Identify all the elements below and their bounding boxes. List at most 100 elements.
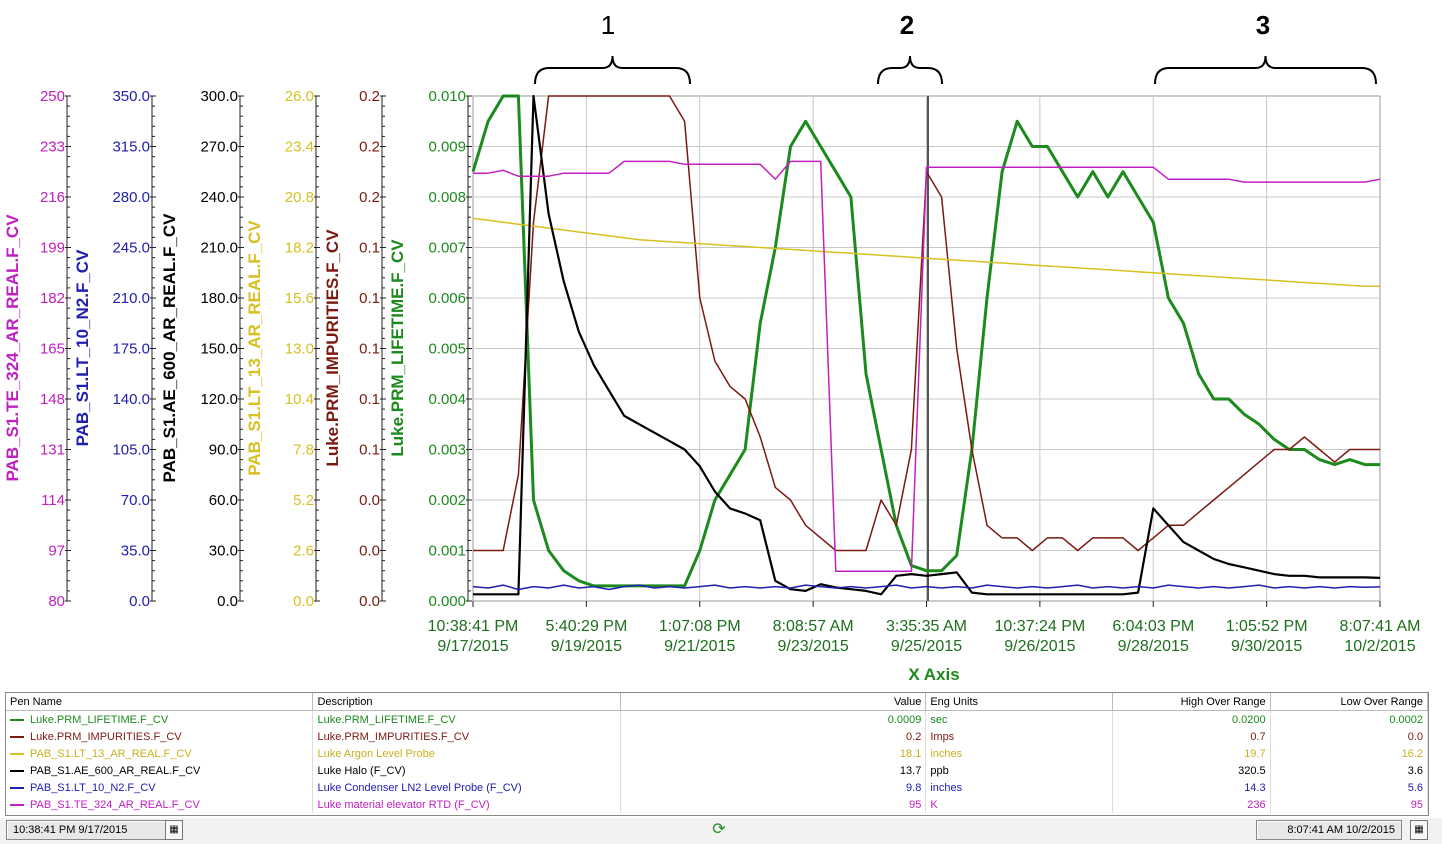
y-tick-label: 0.000 [428, 593, 466, 610]
legend-value-text: 95 [909, 798, 922, 811]
legend-eng-units-text: inches [930, 747, 963, 760]
legend-value-text: 18.1 [899, 747, 922, 760]
y-tick-label: 35.0 [121, 543, 150, 560]
pen-color-swatch [10, 769, 24, 772]
x-tick-date: 9/25/2015 [891, 638, 962, 655]
y-tick-label: 0.1 [359, 442, 380, 459]
y-tick-label: 70.0 [121, 492, 150, 509]
legend-pen-name: PAB_S1.AE_600_AR_REAL.F_CV [6, 762, 314, 779]
y-tick-label: 18.2 [285, 240, 314, 257]
legend-eng-units: sec [925, 710, 1114, 728]
y-tick-label: 210.0 [200, 240, 238, 257]
y-tick-label: 0.001 [428, 543, 466, 560]
legend-description: Luke material elevator RTD (F_CV) [312, 796, 622, 813]
legend-value: 0.0009 [620, 710, 927, 728]
y-tick-label: 0.0 [359, 593, 380, 610]
y-tick-label: 131 [40, 442, 65, 459]
x-tick-time: 8:07:41 AM [1340, 618, 1421, 635]
legend-description-text: Luke Argon Level Probe [317, 747, 435, 760]
legend-value-text: 0.2 [906, 730, 922, 743]
y-tick-label: 148 [40, 391, 65, 408]
y-tick-label: 80 [48, 593, 65, 610]
legend-description: Luke.PRM_IMPURITIES.F_CV [312, 728, 622, 745]
y-tick-label: 250 [40, 88, 65, 105]
legend-description-text: Luke.PRM_IMPURITIES.F_CV [317, 730, 470, 743]
y-tick-label: 182 [40, 290, 65, 307]
legend-row[interactable]: PAB_S1.AE_600_AR_REAL.F_CV Luke Halo (F_C… [6, 762, 1429, 779]
start-calendar-icon[interactable]: ▦ [165, 820, 183, 840]
series-line [473, 160, 1381, 573]
y-tick-label: 0.2 [359, 88, 380, 105]
y-tick-label: 300.0 [200, 88, 238, 105]
y-tick-label: 0.006 [428, 290, 466, 307]
y-tick-label: 199 [40, 240, 65, 257]
x-tick-date: 10/2/2015 [1344, 638, 1415, 655]
legend-low-over-range: 0.0 [1270, 728, 1429, 745]
col-pen-name: Pen Name [6, 693, 314, 711]
x-tick-date: 9/21/2015 [664, 638, 735, 655]
legend-eng-units: inches [925, 779, 1114, 796]
legend-eng-units-text: Imps [930, 730, 955, 743]
y-tick-label: 180.0 [200, 290, 238, 307]
y-tick-label: 210.0 [112, 290, 150, 307]
legend-row[interactable]: Luke.PRM_IMPURITIES.F_CV Luke.PRM_IMPURIT… [6, 728, 1429, 745]
end-calendar-icon[interactable]: ▦ [1410, 820, 1428, 840]
y-tick-label: 0.007 [428, 240, 466, 257]
end-time-field[interactable]: 8:07:41 AM 10/2/2015 [1256, 820, 1402, 840]
refresh-icon[interactable]: ⟳ [712, 821, 726, 838]
y-tick-label: 60.0 [209, 492, 238, 509]
y-tick-label: 120.0 [200, 391, 238, 408]
legend-description: Luke Condenser LN2 Level Probe (F_CV) [312, 779, 622, 796]
y-tick-label: 5.2 [293, 492, 314, 509]
y-tick-label: 0.0 [217, 593, 238, 610]
legend-eng-units-text: K [930, 798, 938, 811]
legend-description: Luke Argon Level Probe [312, 745, 622, 762]
legend-description-text: Luke.PRM_LIFETIME.F_CV [317, 713, 456, 726]
legend-pen-name-text: PAB_S1.LT_13_AR_REAL.F_CV [30, 747, 192, 760]
y-tick-label: 0.009 [428, 139, 466, 156]
annotation-label: 2 [900, 10, 914, 40]
legend-row[interactable]: PAB_S1.LT_10_N2.F_CV Luke Condenser LN2 L… [6, 779, 1429, 796]
x-tick-time: 10:37:24 PM [995, 618, 1086, 635]
y-tick-label: 150.0 [200, 341, 238, 358]
legend-pen-name: PAB_S1.LT_13_AR_REAL.F_CV [6, 745, 314, 762]
legend-pen-name-text: PAB_S1.AE_600_AR_REAL.F_CV [30, 764, 201, 777]
col-description: Description [312, 693, 622, 711]
annotation-brace [534, 55, 691, 85]
start-time-field[interactable]: 10:38:41 PM 9/17/2015 [6, 820, 168, 840]
legend-low-over-range-text: 16.2 [1401, 747, 1423, 760]
legend-low-over-range: 16.2 [1270, 745, 1429, 762]
y-tick-label: 0.0 [359, 492, 380, 509]
y-tick-label: 0.1 [359, 391, 380, 408]
legend-row[interactable]: Luke.PRM_LIFETIME.F_CV Luke.PRM_LIFETIME.… [6, 710, 1429, 728]
y-tick-label: 0.003 [428, 442, 466, 459]
legend-eng-units-text: ppb [930, 764, 949, 777]
legend-header-row: Pen Name Description Value Eng Units Hig… [6, 693, 1429, 711]
legend-value: 18.1 [620, 745, 927, 762]
y-tick-label: 245.0 [112, 240, 150, 257]
legend-pen-name: PAB_S1.TE_324_AR_REAL.F_CV [6, 796, 314, 813]
legend-pen-name-text: Luke.PRM_IMPURITIES.F_CV [30, 730, 182, 743]
x-tick-date: 9/26/2015 [1004, 638, 1075, 655]
time-range-bar: 10:38:41 PM 9/17/2015 ▦ ⟳ 8:07:41 AM 10/… [0, 818, 1442, 844]
legend-high-over-range: 0.7 [1112, 728, 1271, 745]
y-tick-label: 165 [40, 341, 65, 358]
legend-value: 0.2 [620, 728, 927, 745]
y-tick-label: 10.4 [285, 391, 314, 408]
legend-row[interactable]: PAB_S1.LT_13_AR_REAL.F_CV Luke Argon Leve… [6, 745, 1429, 762]
legend-value: 95 [620, 796, 927, 813]
y-tick-label: 90.0 [209, 442, 238, 459]
legend-high-over-range-text: 19.7 [1244, 747, 1266, 760]
y-tick-label: 0.1 [359, 290, 380, 307]
legend-description: Luke Halo (F_CV) [312, 762, 622, 779]
legend-high-over-range-text: 320.5 [1238, 764, 1266, 777]
y-tick-label: 2.6 [293, 543, 314, 560]
y-tick-label: 240.0 [200, 189, 238, 206]
legend-value: 13.7 [620, 762, 927, 779]
legend-row[interactable]: PAB_S1.TE_324_AR_REAL.F_CV Luke material … [6, 796, 1429, 813]
pen-color-swatch [10, 803, 24, 806]
pen-legend-table: Pen Name Description Value Eng Units Hig… [5, 692, 1429, 816]
annotation-brace [1154, 55, 1377, 85]
col-eng-units: Eng Units [925, 693, 1114, 711]
y-tick-label: 97 [48, 543, 65, 560]
